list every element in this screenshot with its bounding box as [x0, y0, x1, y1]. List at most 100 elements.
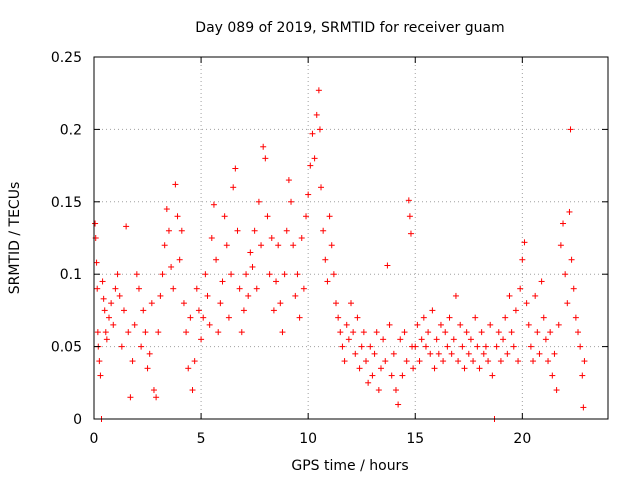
data-point [273, 278, 280, 285]
data-point [153, 394, 160, 401]
data-point [444, 343, 451, 350]
data-point [307, 162, 314, 169]
chart-title: Day 089 of 2019, SRMTID for receiver gua… [195, 20, 504, 36]
data-point [382, 358, 389, 365]
data-point [557, 242, 564, 249]
data-point [288, 198, 295, 205]
data-point [373, 329, 380, 336]
data-point [532, 292, 539, 299]
data-point [450, 336, 457, 343]
data-point [476, 365, 483, 372]
data-point [200, 314, 207, 321]
data-point [213, 256, 220, 263]
data-point [390, 350, 397, 357]
data-point [360, 329, 367, 336]
data-point [405, 197, 412, 204]
data-point [506, 292, 513, 299]
data-point [545, 358, 552, 365]
data-point [527, 343, 534, 350]
data-point [352, 350, 359, 357]
data-point [362, 358, 369, 365]
data-point [217, 300, 224, 307]
data-point [236, 285, 243, 292]
data-point [497, 358, 504, 365]
data-point [223, 242, 230, 249]
data-point [470, 358, 477, 365]
data-point [354, 314, 361, 321]
data-point [275, 242, 282, 249]
data-point [116, 292, 123, 299]
data-point [517, 285, 524, 292]
data-point [238, 329, 245, 336]
data-point [343, 321, 350, 328]
data-point [138, 343, 145, 350]
data-point [534, 329, 541, 336]
data-point [100, 295, 107, 302]
data-point [165, 227, 172, 234]
data-point [135, 285, 142, 292]
data-point [392, 387, 399, 394]
data-point [300, 285, 307, 292]
data-point [371, 350, 378, 357]
data-point [457, 321, 464, 328]
data-point [180, 300, 187, 307]
data-point [294, 271, 301, 278]
data-point [112, 285, 119, 292]
data-point [493, 343, 500, 350]
data-point [551, 350, 558, 357]
data-point [442, 329, 449, 336]
data-point [140, 307, 147, 314]
data-point [386, 321, 393, 328]
data-point [232, 165, 239, 172]
data-point [521, 239, 528, 246]
data-point [512, 307, 519, 314]
data-point [285, 177, 292, 184]
data-point [577, 343, 584, 350]
data-point [298, 235, 305, 241]
data-point [255, 198, 262, 205]
data-point [412, 343, 419, 350]
data-point [326, 213, 333, 220]
data-point [459, 343, 466, 350]
data-point [159, 271, 166, 278]
data-point [427, 350, 434, 357]
data-point [339, 343, 346, 350]
data-point [142, 329, 149, 336]
data-point [228, 271, 235, 278]
data-point [198, 336, 205, 343]
data-point [123, 223, 130, 230]
data-point [341, 358, 348, 365]
data-point [455, 358, 462, 365]
x-tick-label: 10 [299, 431, 317, 447]
data-point [555, 321, 562, 328]
data-point [268, 235, 275, 241]
data-point [183, 329, 190, 336]
data-point [579, 372, 586, 379]
data-point [260, 143, 267, 150]
data-point [105, 314, 112, 321]
data-point [410, 365, 417, 372]
data-point [94, 285, 101, 292]
data-point [570, 285, 577, 292]
data-point [266, 271, 273, 278]
data-point [155, 329, 162, 336]
data-point [487, 321, 494, 328]
data-point [504, 350, 511, 357]
data-point [566, 208, 573, 215]
data-point [204, 292, 211, 299]
data-point [202, 271, 209, 278]
y-tick-label: 0.15 [51, 195, 82, 211]
data-point [93, 259, 100, 266]
data-point [148, 300, 155, 307]
data-point [581, 358, 588, 365]
data-point [463, 329, 470, 336]
data-point [568, 256, 575, 263]
data-point [305, 191, 312, 198]
y-tick-labels: 0 0.05 0.1 0.15 0.2 0.25 [51, 50, 82, 428]
data-point [258, 242, 265, 249]
data-point [318, 184, 325, 191]
data-points [92, 87, 588, 422]
data-point [281, 271, 288, 278]
x-tick-label: 0 [90, 431, 99, 447]
data-point [277, 300, 284, 307]
